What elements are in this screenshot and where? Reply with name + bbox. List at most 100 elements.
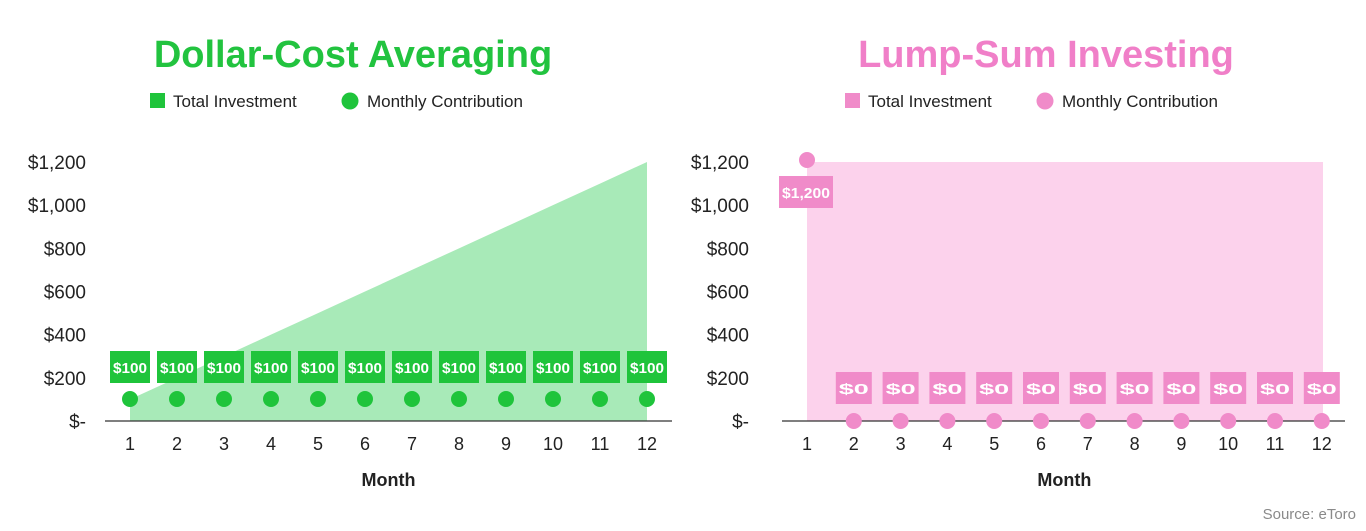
contribution-point: [1220, 413, 1237, 429]
contribution-point: [451, 391, 467, 407]
x-tick-label: 9: [501, 434, 511, 454]
legend-circle-icon: [1036, 92, 1054, 110]
contribution-point: [892, 413, 909, 429]
data-label-box: [1069, 372, 1106, 404]
y-tick-label: $600: [44, 283, 86, 304]
data-label: $100: [301, 360, 335, 377]
contribution-point: [845, 413, 862, 429]
x-tick-label: 9: [1176, 434, 1186, 454]
contribution-point: [592, 391, 608, 407]
total-investment-area: [807, 162, 1323, 421]
contribution-point: [639, 391, 655, 407]
data-label: $100: [630, 360, 664, 377]
data-label-box: [1303, 372, 1340, 404]
data-label: $0: [1166, 381, 1196, 398]
data-label-box: [204, 351, 244, 383]
data-label: $100: [207, 360, 241, 377]
data-label-box: [110, 351, 150, 383]
data-label: $100: [583, 360, 617, 377]
x-axis-label: Month: [362, 470, 416, 490]
x-tick-label: 12: [1312, 434, 1332, 454]
contribution-point: [1173, 413, 1190, 429]
data-label-box: [976, 372, 1013, 404]
data-label-box: [345, 351, 385, 383]
legend-square-icon: [845, 93, 860, 108]
data-label-box: [779, 176, 833, 208]
data-label-box: [1257, 372, 1293, 404]
data-label-box: [580, 351, 620, 383]
data-label: $0: [1213, 381, 1243, 398]
x-axis-label: Month: [1037, 470, 1091, 490]
y-tick-label: $400: [707, 326, 749, 347]
data-label-box: [835, 372, 872, 404]
legend-label: Total Investment: [868, 92, 992, 111]
data-label-box: [1116, 372, 1153, 404]
chart-title: Lump-Sum Investing: [858, 34, 1234, 76]
legend-label: Monthly Contribution: [367, 92, 523, 111]
data-label-box: [486, 351, 526, 383]
x-tick-label: 10: [1218, 434, 1238, 454]
x-tick-label: 8: [1130, 434, 1140, 454]
y-tick-label: $600: [707, 283, 749, 304]
x-tick-label: 1: [802, 434, 812, 454]
data-label: $0: [1260, 381, 1290, 398]
x-tick-label: 3: [219, 434, 229, 454]
data-label-box: [533, 351, 573, 383]
x-tick-label: 5: [989, 434, 999, 454]
x-tick-label: 11: [1266, 434, 1285, 454]
data-label-box: [439, 351, 479, 383]
x-tick-label: 2: [849, 434, 859, 454]
data-label-box: [1210, 372, 1247, 404]
y-tick-label: $-: [732, 412, 749, 433]
contribution-point: [122, 391, 138, 407]
legend-circle-icon: [341, 92, 359, 110]
x-tick-label: 5: [313, 434, 323, 454]
y-tick-label: $1,000: [28, 196, 86, 217]
data-label: $100: [160, 360, 194, 377]
contribution-point: [1079, 413, 1096, 429]
y-tick-label: $-: [69, 412, 86, 433]
contribution-point: [216, 391, 232, 407]
data-label: $100: [395, 360, 429, 377]
contribution-point: [1033, 413, 1049, 429]
x-tick-label: 6: [1036, 434, 1046, 454]
y-tick-label: $800: [44, 239, 86, 260]
x-tick-label: 10: [543, 434, 563, 454]
data-label: $100: [536, 360, 570, 377]
y-tick-label: $1,000: [691, 196, 749, 217]
x-tick-label: 11: [591, 434, 610, 454]
data-label: $0: [1026, 381, 1056, 398]
data-label: $0: [839, 381, 869, 398]
legend-square-icon: [150, 93, 165, 108]
contribution-point: [1267, 413, 1283, 429]
data-label: $100: [254, 360, 288, 377]
data-label: $0: [1073, 381, 1103, 398]
y-tick-label: $1,200: [28, 153, 86, 174]
contribution-point: [799, 152, 815, 168]
x-tick-label: 7: [407, 434, 417, 454]
contribution-point: [939, 413, 956, 429]
data-label: $1,200: [782, 185, 830, 202]
data-label-box: [298, 351, 338, 383]
chart-title: Dollar-Cost Averaging: [154, 34, 552, 76]
data-label: $0: [979, 381, 1009, 398]
data-label: $100: [113, 360, 147, 377]
x-tick-label: 6: [360, 434, 370, 454]
contribution-point: [545, 391, 561, 407]
data-label: $0: [1307, 381, 1337, 398]
y-tick-label: $800: [707, 239, 749, 260]
y-tick-label: $1,200: [691, 153, 749, 174]
data-label-box: [929, 372, 966, 404]
x-tick-label: 3: [896, 434, 906, 454]
y-tick-label: $400: [44, 326, 86, 347]
contribution-point: [404, 391, 420, 407]
contribution-point: [498, 391, 514, 407]
data-label: $100: [348, 360, 382, 377]
contribution-point: [169, 391, 185, 407]
x-tick-label: 7: [1083, 434, 1093, 454]
legend-label: Total Investment: [173, 92, 297, 111]
data-label-box: [1023, 372, 1059, 404]
data-label-box: [627, 351, 667, 383]
contribution-point: [986, 413, 1003, 429]
